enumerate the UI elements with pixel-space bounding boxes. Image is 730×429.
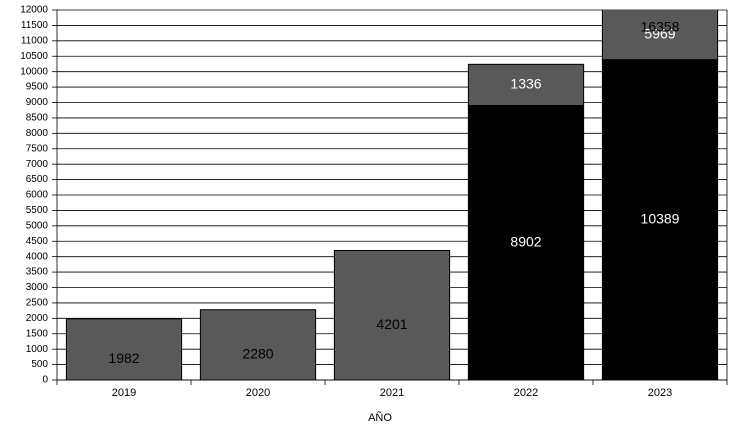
y-tick-label: 8000	[26, 128, 49, 139]
data-label: 5969	[644, 26, 675, 42]
bar-segment	[467, 105, 585, 380]
y-tick-label: 5000	[26, 220, 49, 231]
y-tick-label: 2500	[26, 298, 49, 309]
data-label: 4201	[376, 316, 407, 332]
y-tick-label: 2000	[26, 313, 49, 324]
y-tick-label: 500	[31, 359, 48, 370]
data-label: 8902	[510, 233, 541, 249]
x-tick-label: 2022	[514, 387, 538, 399]
y-tick-label: 7500	[26, 143, 49, 154]
x-tick-label: 2021	[380, 387, 404, 399]
y-tick-label: 3500	[26, 267, 49, 278]
y-tick-label: 11500	[21, 20, 49, 31]
y-tick-label: 7000	[26, 159, 49, 170]
data-label: 10389	[641, 211, 680, 227]
x-axis-title: AÑO	[368, 411, 392, 424]
y-tick-label: 1500	[26, 328, 49, 339]
y-tick-label: 0	[42, 375, 48, 386]
bar-segment	[199, 309, 317, 380]
y-tick-label: 1000	[26, 344, 49, 355]
y-tick-label: 10500	[20, 51, 48, 62]
y-tick-label: 6000	[26, 190, 49, 201]
y-tick-label: 9500	[26, 82, 49, 93]
y-tick-label: 5500	[26, 205, 49, 216]
y-tick-label: 3000	[26, 282, 49, 293]
bar-segment	[333, 249, 451, 380]
y-tick-label: 6500	[26, 174, 49, 185]
data-label: 2280	[242, 346, 273, 362]
x-tick-label: 2023	[648, 387, 672, 399]
bar-segment	[65, 318, 183, 380]
data-label: 1982	[108, 350, 139, 366]
bar-segment	[467, 63, 585, 107]
y-tick-label: 12000	[20, 5, 48, 16]
y-tick-label: 9000	[26, 97, 49, 108]
y-tick-label: 4000	[26, 251, 49, 262]
x-tick-label: 2020	[246, 387, 270, 399]
bars	[65, 10, 719, 380]
y-tick-label: 11000	[21, 35, 49, 46]
data-label: 1336	[510, 76, 541, 92]
total-label: 16358	[641, 19, 680, 35]
x-tick-label: 2019	[112, 387, 136, 399]
y-tick-label: 4500	[26, 236, 49, 247]
bar-segment	[601, 10, 719, 61]
y-tick-label: 10000	[20, 66, 48, 77]
bar-segment	[601, 59, 719, 380]
y-tick-label: 8500	[26, 113, 49, 124]
